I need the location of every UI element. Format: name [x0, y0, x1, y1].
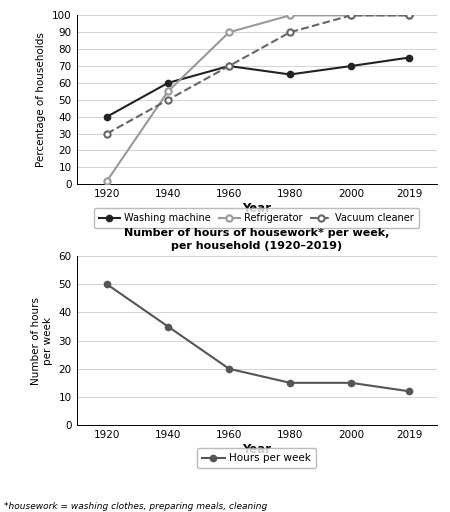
Legend: Washing machine, Refrigerator, Vacuum cleaner: Washing machine, Refrigerator, Vacuum cl… — [94, 208, 419, 228]
Title: Number of hours of housework* per week,
per household (1920–2019): Number of hours of housework* per week, … — [124, 228, 389, 251]
Y-axis label: Percentage of households: Percentage of households — [36, 32, 46, 167]
Legend: Hours per week: Hours per week — [197, 448, 316, 468]
Y-axis label: Number of hours
per week: Number of hours per week — [32, 296, 53, 385]
X-axis label: Year: Year — [242, 443, 271, 456]
X-axis label: Year: Year — [242, 202, 271, 215]
Text: *housework = washing clothes, preparing meals, cleaning: *housework = washing clothes, preparing … — [4, 502, 268, 511]
